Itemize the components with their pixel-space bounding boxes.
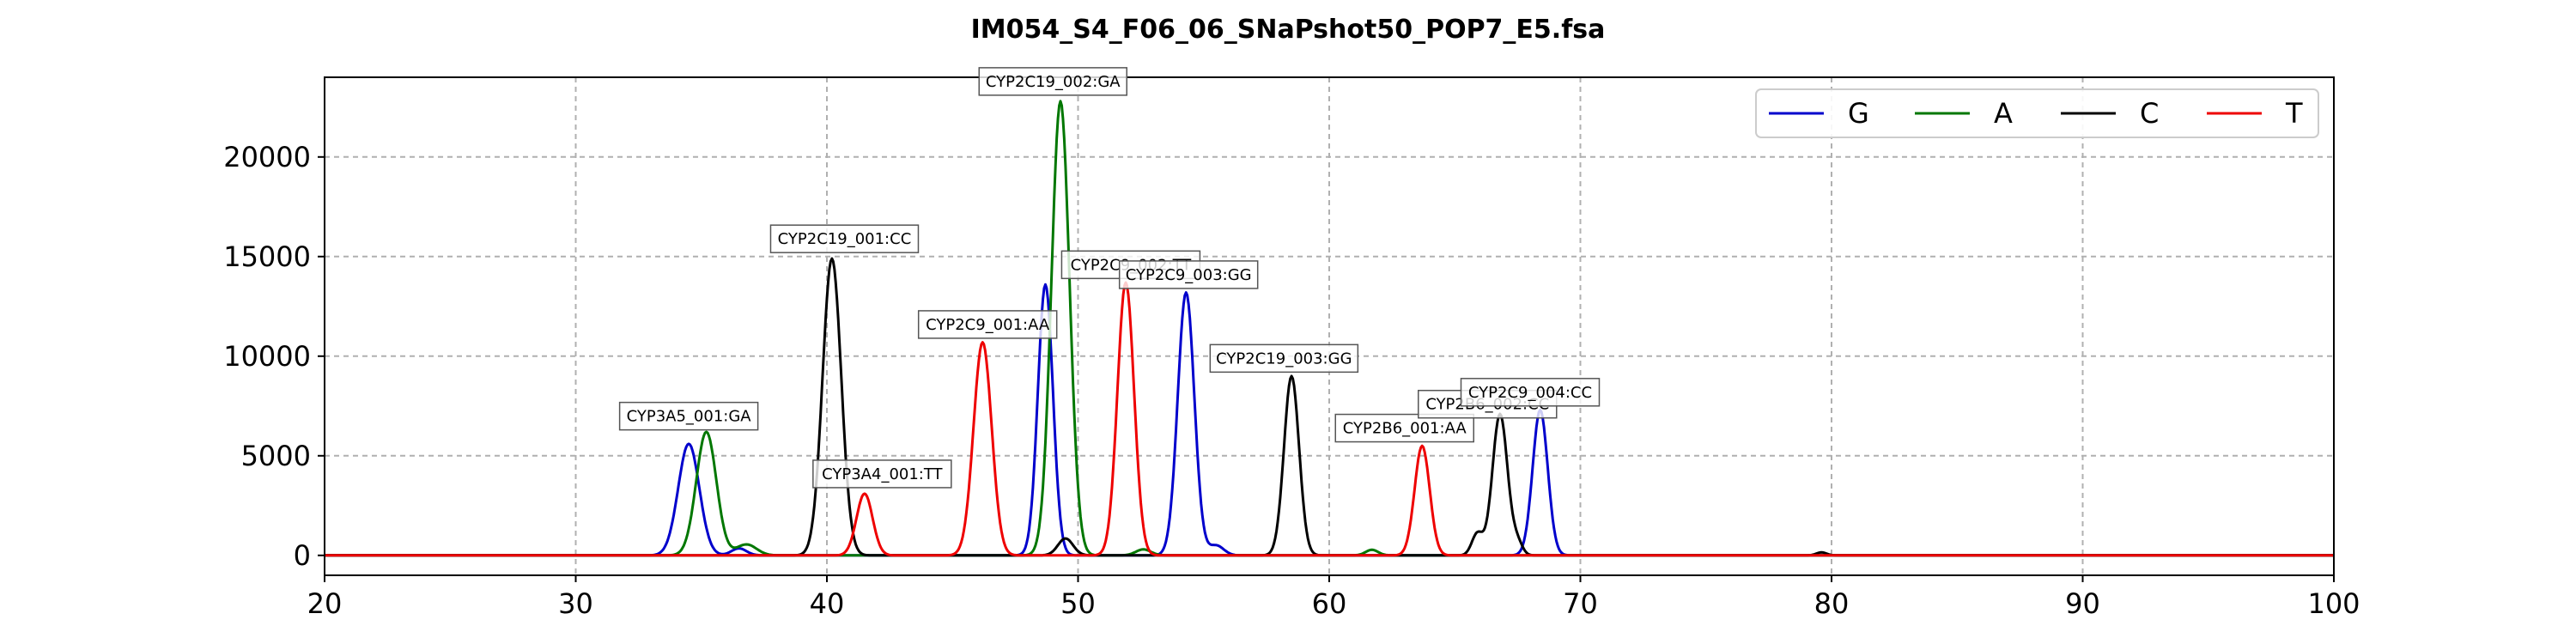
peak-annotation: CYP3A4_001:TT xyxy=(812,459,952,489)
x-tick-label: 80 xyxy=(1814,587,1850,620)
y-tick-label: 20000 xyxy=(223,141,311,173)
legend-item-C: C xyxy=(2061,97,2159,130)
peak-annotation: CYP3A5_001:GA xyxy=(618,401,759,431)
peak-annotation: CYP2C19_003:GG xyxy=(1209,343,1359,374)
annotation-box xyxy=(1209,343,1359,374)
annotation-label: CYP3A5_001:GA xyxy=(627,408,752,426)
annotation-box xyxy=(1334,413,1474,443)
legend-label: A xyxy=(1994,97,2013,130)
annotation-label: CYP2C9_001:AA xyxy=(926,316,1050,334)
legend-item-G: G xyxy=(1769,97,1869,130)
peak-annotation: CYP2C9_001:AA xyxy=(917,310,1058,339)
x-tick-label: 60 xyxy=(1312,587,1347,620)
peak-annotation: CYP2C9_003:GG xyxy=(1118,260,1259,289)
axis-ticks: 20 30 40 50 60 70 80 90 100 0 5000 10000 15000 20000 xyxy=(223,141,2360,620)
legend-item-T: T xyxy=(2207,97,2303,130)
annotation-box xyxy=(1118,260,1259,289)
annotation-box xyxy=(978,67,1127,96)
peak-annotation: CYP2C19_001:CC xyxy=(769,224,920,253)
series-lines xyxy=(325,100,2334,557)
legend-item-A: A xyxy=(1915,97,2013,130)
annotation-box xyxy=(812,459,952,489)
y-tick-label: 10000 xyxy=(223,340,311,373)
y-tick-label: 0 xyxy=(294,539,311,572)
peak-annotations: CYP3A5_001:GA CYP3A4_001:TT CYP2C19_001:CC… xyxy=(618,67,1601,489)
annotation-label: CYP2C9_004:CC xyxy=(1468,384,1592,402)
annotation-box xyxy=(618,401,759,431)
y-tick-label: 5000 xyxy=(241,440,311,472)
annotation-label: CYP2C19_001:CC xyxy=(778,230,912,248)
x-tick-label: 100 xyxy=(2307,587,2360,620)
y-tick-label: 15000 xyxy=(223,240,311,273)
annotation-label: CYP2C9_003:GG xyxy=(1126,266,1252,284)
legend-label: T xyxy=(2285,97,2303,130)
peak-annotation: CYP2C9_004:CC xyxy=(1460,378,1601,407)
legend-label: C xyxy=(2140,97,2159,130)
legend-box xyxy=(1755,88,2319,138)
annotation-label: CYP2C19_003:GG xyxy=(1216,349,1352,368)
annotation-box xyxy=(1460,378,1601,407)
series-line-T xyxy=(325,281,2334,557)
x-tick-label: 40 xyxy=(810,587,845,620)
peak-annotation: CYP2B6_001:AA xyxy=(1334,413,1474,443)
peak-annotation: CYP2C19_002:GA xyxy=(978,67,1127,96)
chart-title: IM054_S4_F06_06_SNaPshot50_POP7_E5.fsa xyxy=(971,15,1606,45)
x-tick-label: 30 xyxy=(558,587,593,620)
x-tick-label: 50 xyxy=(1060,587,1096,620)
x-tick-label: 70 xyxy=(1563,587,1598,620)
legend-label: G xyxy=(1848,97,1869,130)
annotation-box xyxy=(917,310,1058,339)
annotation-box xyxy=(769,224,920,253)
grid xyxy=(324,77,2335,575)
annotation-label: CYP2C19_002:GA xyxy=(986,73,1121,91)
x-tick-label: 20 xyxy=(307,587,343,620)
annotation-label: CYP2B6_001:AA xyxy=(1343,420,1467,438)
annotation-label: CYP3A4_001:TT xyxy=(822,465,943,483)
x-tick-label: 90 xyxy=(2065,587,2100,620)
